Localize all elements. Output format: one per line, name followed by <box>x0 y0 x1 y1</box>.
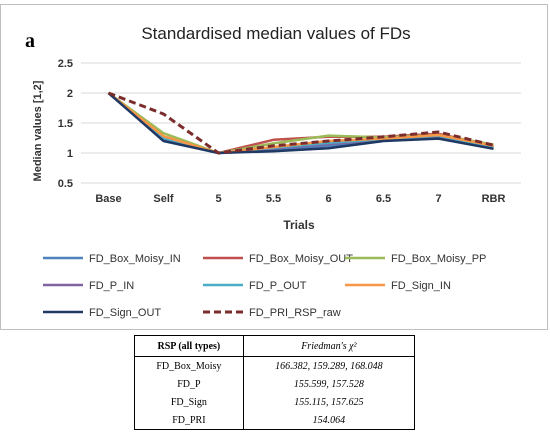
series-line-fd-pri-rsp-raw <box>107 91 494 155</box>
panel-label: a <box>25 30 35 52</box>
y-tick-label: 1.5 <box>58 118 73 130</box>
legend-label: FD_Box_Moisy_IN <box>89 253 181 265</box>
table-header-friedman: Friedman's χ² <box>242 335 416 357</box>
table-cell-value: 154.064 <box>242 411 416 430</box>
y-tick-label: 2.5 <box>58 58 73 70</box>
legend-item: FD_P_OUT <box>203 280 307 292</box>
legend-label: FD_Sign_OUT <box>89 307 161 319</box>
legend-label: FD_Box_Moisy_PP <box>391 253 486 265</box>
x-tick-labels: Base Self 5 5.5 6 6.5 7 RBR <box>95 193 505 205</box>
x-tick-label: 6 <box>325 193 331 205</box>
line-chart: a Standardised median values of FDs Medi… <box>25 24 521 319</box>
chart-frame: a Standardised median values of FDs Medi… <box>0 4 548 330</box>
x-tick-label: Self <box>153 193 174 205</box>
x-tick-label: 5 <box>215 193 221 205</box>
legend-item: FD_Sign_OUT <box>43 307 161 319</box>
table-cell-value: 166.382, 159.289, 168.048 <box>242 356 416 375</box>
table-cell-value: 155.115, 157.625 <box>242 393 416 411</box>
legend-label: FD_P_IN <box>89 280 134 292</box>
grid-lines <box>81 62 521 184</box>
legend-label: FD_PRI_RSP_raw <box>249 307 341 319</box>
table-row: FD_P 155.599, 157.528 <box>134 375 416 393</box>
x-axis-label: Trials <box>283 218 315 232</box>
table-header-row: RSP (all types) Friedman's χ² <box>134 335 416 357</box>
series-lines <box>107 91 494 155</box>
table-cell-name: FD_Box_Moisy <box>134 356 244 375</box>
legend-item: FD_PRI_RSP_raw <box>203 307 341 319</box>
legend-label: FD_Sign_IN <box>391 280 451 292</box>
y-tick-label: 1 <box>67 148 73 160</box>
legend-item: FD_Sign_IN <box>345 280 451 292</box>
friedman-table-container: RSP (all types) Friedman's χ² FD_Box_Moi… <box>134 335 416 430</box>
table-header-rsp: RSP (all types) <box>134 335 244 357</box>
chart-title: Standardised median values of FDs <box>141 24 410 43</box>
table-row: FD_Sign 155.115, 157.625 <box>134 393 416 411</box>
x-tick-label: RBR <box>482 193 506 205</box>
x-tick-label: 7 <box>435 193 441 205</box>
table-cell-value: 155.599, 157.528 <box>242 375 416 393</box>
y-tick-label: 0.5 <box>58 178 73 190</box>
legend-label: FD_Box_Moisy_OUT <box>249 253 353 265</box>
x-tick-label: Base <box>95 193 121 205</box>
legend: FD_Box_Moisy_IN FD_Box_Moisy_OUT FD_Box_Mo… <box>43 253 486 319</box>
legend-item: FD_Box_Moisy_OUT <box>203 253 353 265</box>
legend-item: FD_Box_Moisy_IN <box>43 253 181 265</box>
table-row: FD_Box_Moisy 166.382, 159.289, 168.048 <box>134 356 416 375</box>
y-tick-labels: 2.5 2 1.5 1 0.5 <box>58 58 73 190</box>
y-tick-label: 2 <box>67 88 73 100</box>
series-line-fd-sign-out <box>107 92 494 155</box>
x-tick-label: 6.5 <box>376 193 391 205</box>
legend-item: FD_Box_Moisy_PP <box>345 253 486 265</box>
table-cell-name: FD_Sign <box>134 393 244 411</box>
table-cell-name: FD_P <box>134 375 244 393</box>
y-axis-label: Median values [1,2] <box>32 80 44 181</box>
table-cell-name: FD_PRI <box>134 411 244 430</box>
legend-label: FD_P_OUT <box>249 280 307 292</box>
x-tick-label: 5.5 <box>266 193 281 205</box>
legend-item: FD_P_IN <box>43 280 134 292</box>
friedman-table: RSP (all types) Friedman's χ² FD_Box_Moi… <box>134 335 416 430</box>
table-row: FD_PRI 154.064 <box>134 411 416 430</box>
